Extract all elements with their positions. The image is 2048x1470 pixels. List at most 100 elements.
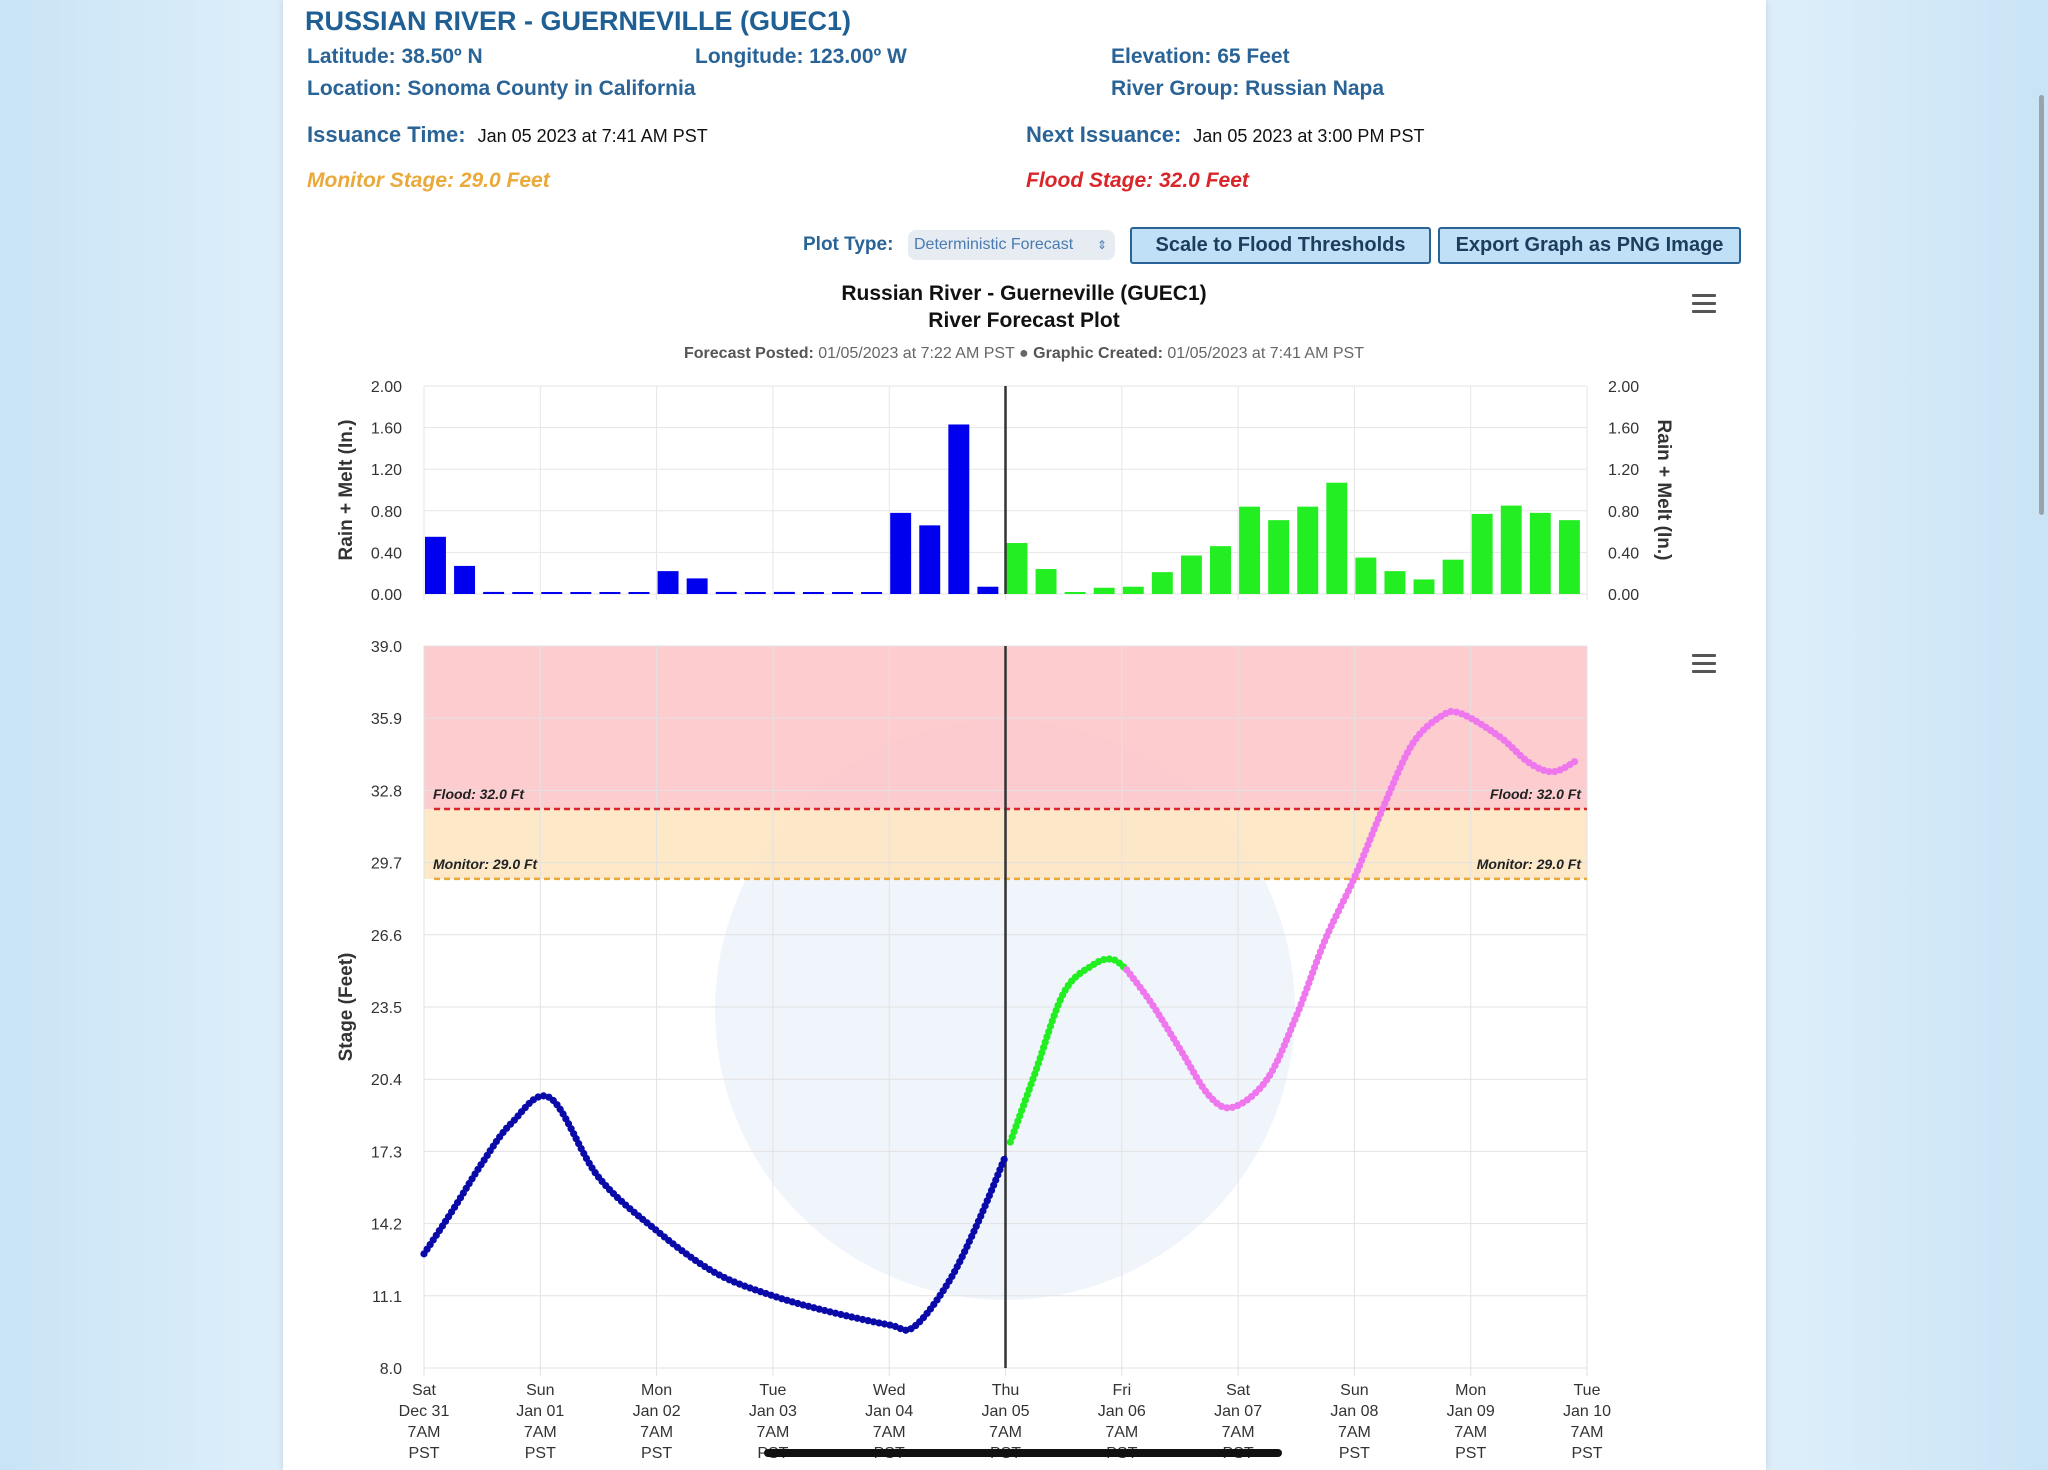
bar-ytick-right: 0.40 <box>1608 545 1639 562</box>
stage-xtick-line: 7AM <box>1105 1424 1138 1441</box>
rain-bar-observed <box>628 592 650 594</box>
plot-type-value: Deterministic Forecast <box>914 236 1074 253</box>
stage-ytick: 23.5 <box>371 1000 402 1017</box>
stage-point-observed <box>837 1310 845 1319</box>
rain-bar-observed <box>425 536 446 594</box>
stage-point-forecast <box>1447 707 1455 716</box>
chevron-updown-icon: ⇕ <box>1096 238 1107 252</box>
rain-bar-observed <box>861 592 883 594</box>
stage-xtick-line: 7AM <box>640 1424 673 1441</box>
stage-point-forecast <box>1100 956 1108 964</box>
bar-ytick-right: 0.80 <box>1608 504 1639 521</box>
stage-point-observed <box>853 1314 861 1322</box>
bar-ytick-right: 2.00 <box>1608 379 1639 396</box>
plot-type-select[interactable]: Deterministic Forecast ⇕ <box>908 230 1115 260</box>
stage-xtick-line: 7AM <box>1571 1424 1604 1441</box>
stage-xtick-line: Thu <box>992 1382 1020 1399</box>
stage-xtick-line: PST <box>641 1445 672 1462</box>
stage-point-observed <box>880 1320 889 1328</box>
bar-ytick-left: 0.80 <box>371 504 402 521</box>
bar-ylabel-left: Rain + Melt (In.) <box>336 420 357 561</box>
stage-point-forecast <box>1540 766 1548 774</box>
stage-xtick-line: 7AM <box>1222 1424 1255 1441</box>
home-indicator <box>764 1449 1282 1457</box>
stage-point-observed <box>826 1308 834 1316</box>
stage-point-observed <box>1000 1155 1008 1164</box>
stage-xtick: Sat Dec 31 7AM PST <box>399 1382 450 1462</box>
stage-xtick: Mon Jan 09 7AM PST <box>1447 1382 1495 1462</box>
issuance-value: Jan 05 2023 at 7:41 AM PST <box>477 126 708 146</box>
stage-point-observed <box>869 1318 878 1326</box>
stage-xtick-line: Jan 07 <box>1214 1403 1262 1420</box>
posted-value: 01/05/2023 at 7:22 AM PST <box>818 345 1015 362</box>
stage-xtick-line: 7AM <box>989 1424 1022 1441</box>
created-label: Graphic Created: <box>1033 345 1163 362</box>
stage-point-observed <box>848 1313 856 1321</box>
stage-xtick-line: Jan 06 <box>1098 1403 1146 1420</box>
stage-xtick-line: 7AM <box>1454 1424 1487 1441</box>
plot-type-label: Plot Type: <box>803 234 894 255</box>
rain-bar-observed <box>977 586 999 594</box>
stage-ytick: 39.0 <box>371 639 402 656</box>
rain-bar-forecast <box>1355 557 1377 594</box>
stage-point-forecast <box>1545 768 1553 776</box>
stage-point-observed <box>864 1317 872 1325</box>
longitude: Longitude: 123.00º W <box>695 45 907 68</box>
stage-ytick: 11.1 <box>372 1289 402 1306</box>
rain-bar-forecast <box>1413 579 1435 594</box>
stage-xtick-line: 7AM <box>873 1424 906 1441</box>
stage-point-observed <box>842 1312 850 1320</box>
stage-xtick-line: Tue <box>759 1382 786 1399</box>
issuance-time: Issuance Time: Jan 05 2023 at 7:41 AM PST <box>307 122 708 148</box>
stage-chart-menu-icon[interactable] <box>1692 654 1716 674</box>
stage-xtick-line: Jan 10 <box>1563 1403 1611 1420</box>
chart-subtitle: River Forecast Plot <box>928 309 1120 332</box>
stage-xtick-line: PST <box>525 1445 556 1462</box>
stage-point-observed <box>804 1302 813 1310</box>
rain-bar-observed <box>715 591 737 594</box>
stage-xtick-line: 7AM <box>524 1424 557 1441</box>
rain-bar-forecast <box>1384 571 1406 594</box>
chart-menu-icon[interactable] <box>1692 294 1716 314</box>
stage-point-observed <box>859 1315 867 1324</box>
stage-point-observed <box>831 1309 840 1317</box>
stage-ytick: 20.4 <box>371 1072 402 1089</box>
stage-xtick-line: Jan 08 <box>1330 1403 1378 1420</box>
next-issuance: Next Issuance: Jan 05 2023 at 3:00 PM PST <box>1026 122 1424 148</box>
rain-bar-observed <box>599 592 621 594</box>
rain-bar-forecast <box>1093 587 1115 594</box>
stage-xtick-line: Jan 05 <box>981 1403 1029 1420</box>
stage-xtick: Tue Jan 10 7AM PST <box>1563 1382 1611 1462</box>
rain-bar-forecast <box>1297 506 1319 594</box>
scale-to-flood-thresholds-button[interactable]: Scale to Flood Thresholds <box>1130 227 1431 264</box>
stage-point-observed <box>875 1319 883 1327</box>
threshold-label-right: Monitor: 29.0 Ft <box>1477 856 1583 872</box>
bar-ytick-left: 0.40 <box>371 545 402 562</box>
rain-bar-forecast <box>1529 512 1551 594</box>
chart-title: Russian River - Guerneville (GUEC1) <box>841 282 1207 305</box>
threshold-label-left: Monitor: 29.0 Ft <box>433 856 539 872</box>
latitude: Latitude: 38.50º N <box>307 45 483 68</box>
stage-point-forecast <box>1223 1104 1231 1112</box>
rain-bar-forecast <box>1442 559 1464 594</box>
flood-stage: Flood Stage: 32.0 Feet <box>1026 169 1249 192</box>
stage-ytick: 8.0 <box>380 1361 402 1378</box>
rain-bar-observed <box>570 592 592 594</box>
stage-xtick-line: Wed <box>873 1382 906 1399</box>
stage-point-observed <box>534 1093 542 1101</box>
stage-xtick-line: Jan 02 <box>633 1403 681 1420</box>
river-group: River Group: Russian Napa <box>1111 77 1385 100</box>
stage-ytick: 32.8 <box>371 783 402 800</box>
rain-bar-observed <box>657 571 679 594</box>
scrollbar[interactable] <box>2039 95 2044 515</box>
rain-bar-forecast <box>1122 586 1144 594</box>
bullet-separator: ● <box>1019 345 1029 362</box>
rain-bar-observed <box>773 591 795 594</box>
stage-point-observed <box>815 1305 823 1313</box>
export-png-button[interactable]: Export Graph as PNG Image <box>1438 227 1741 264</box>
rain-bar-forecast <box>1210 546 1231 594</box>
stage-xtick-line: Jan 03 <box>749 1403 797 1420</box>
stage-point-observed <box>799 1301 807 1309</box>
bar-ylabel-right: Rain + Melt (In.) <box>1653 420 1674 561</box>
bar-ytick-left: 1.20 <box>371 462 402 479</box>
